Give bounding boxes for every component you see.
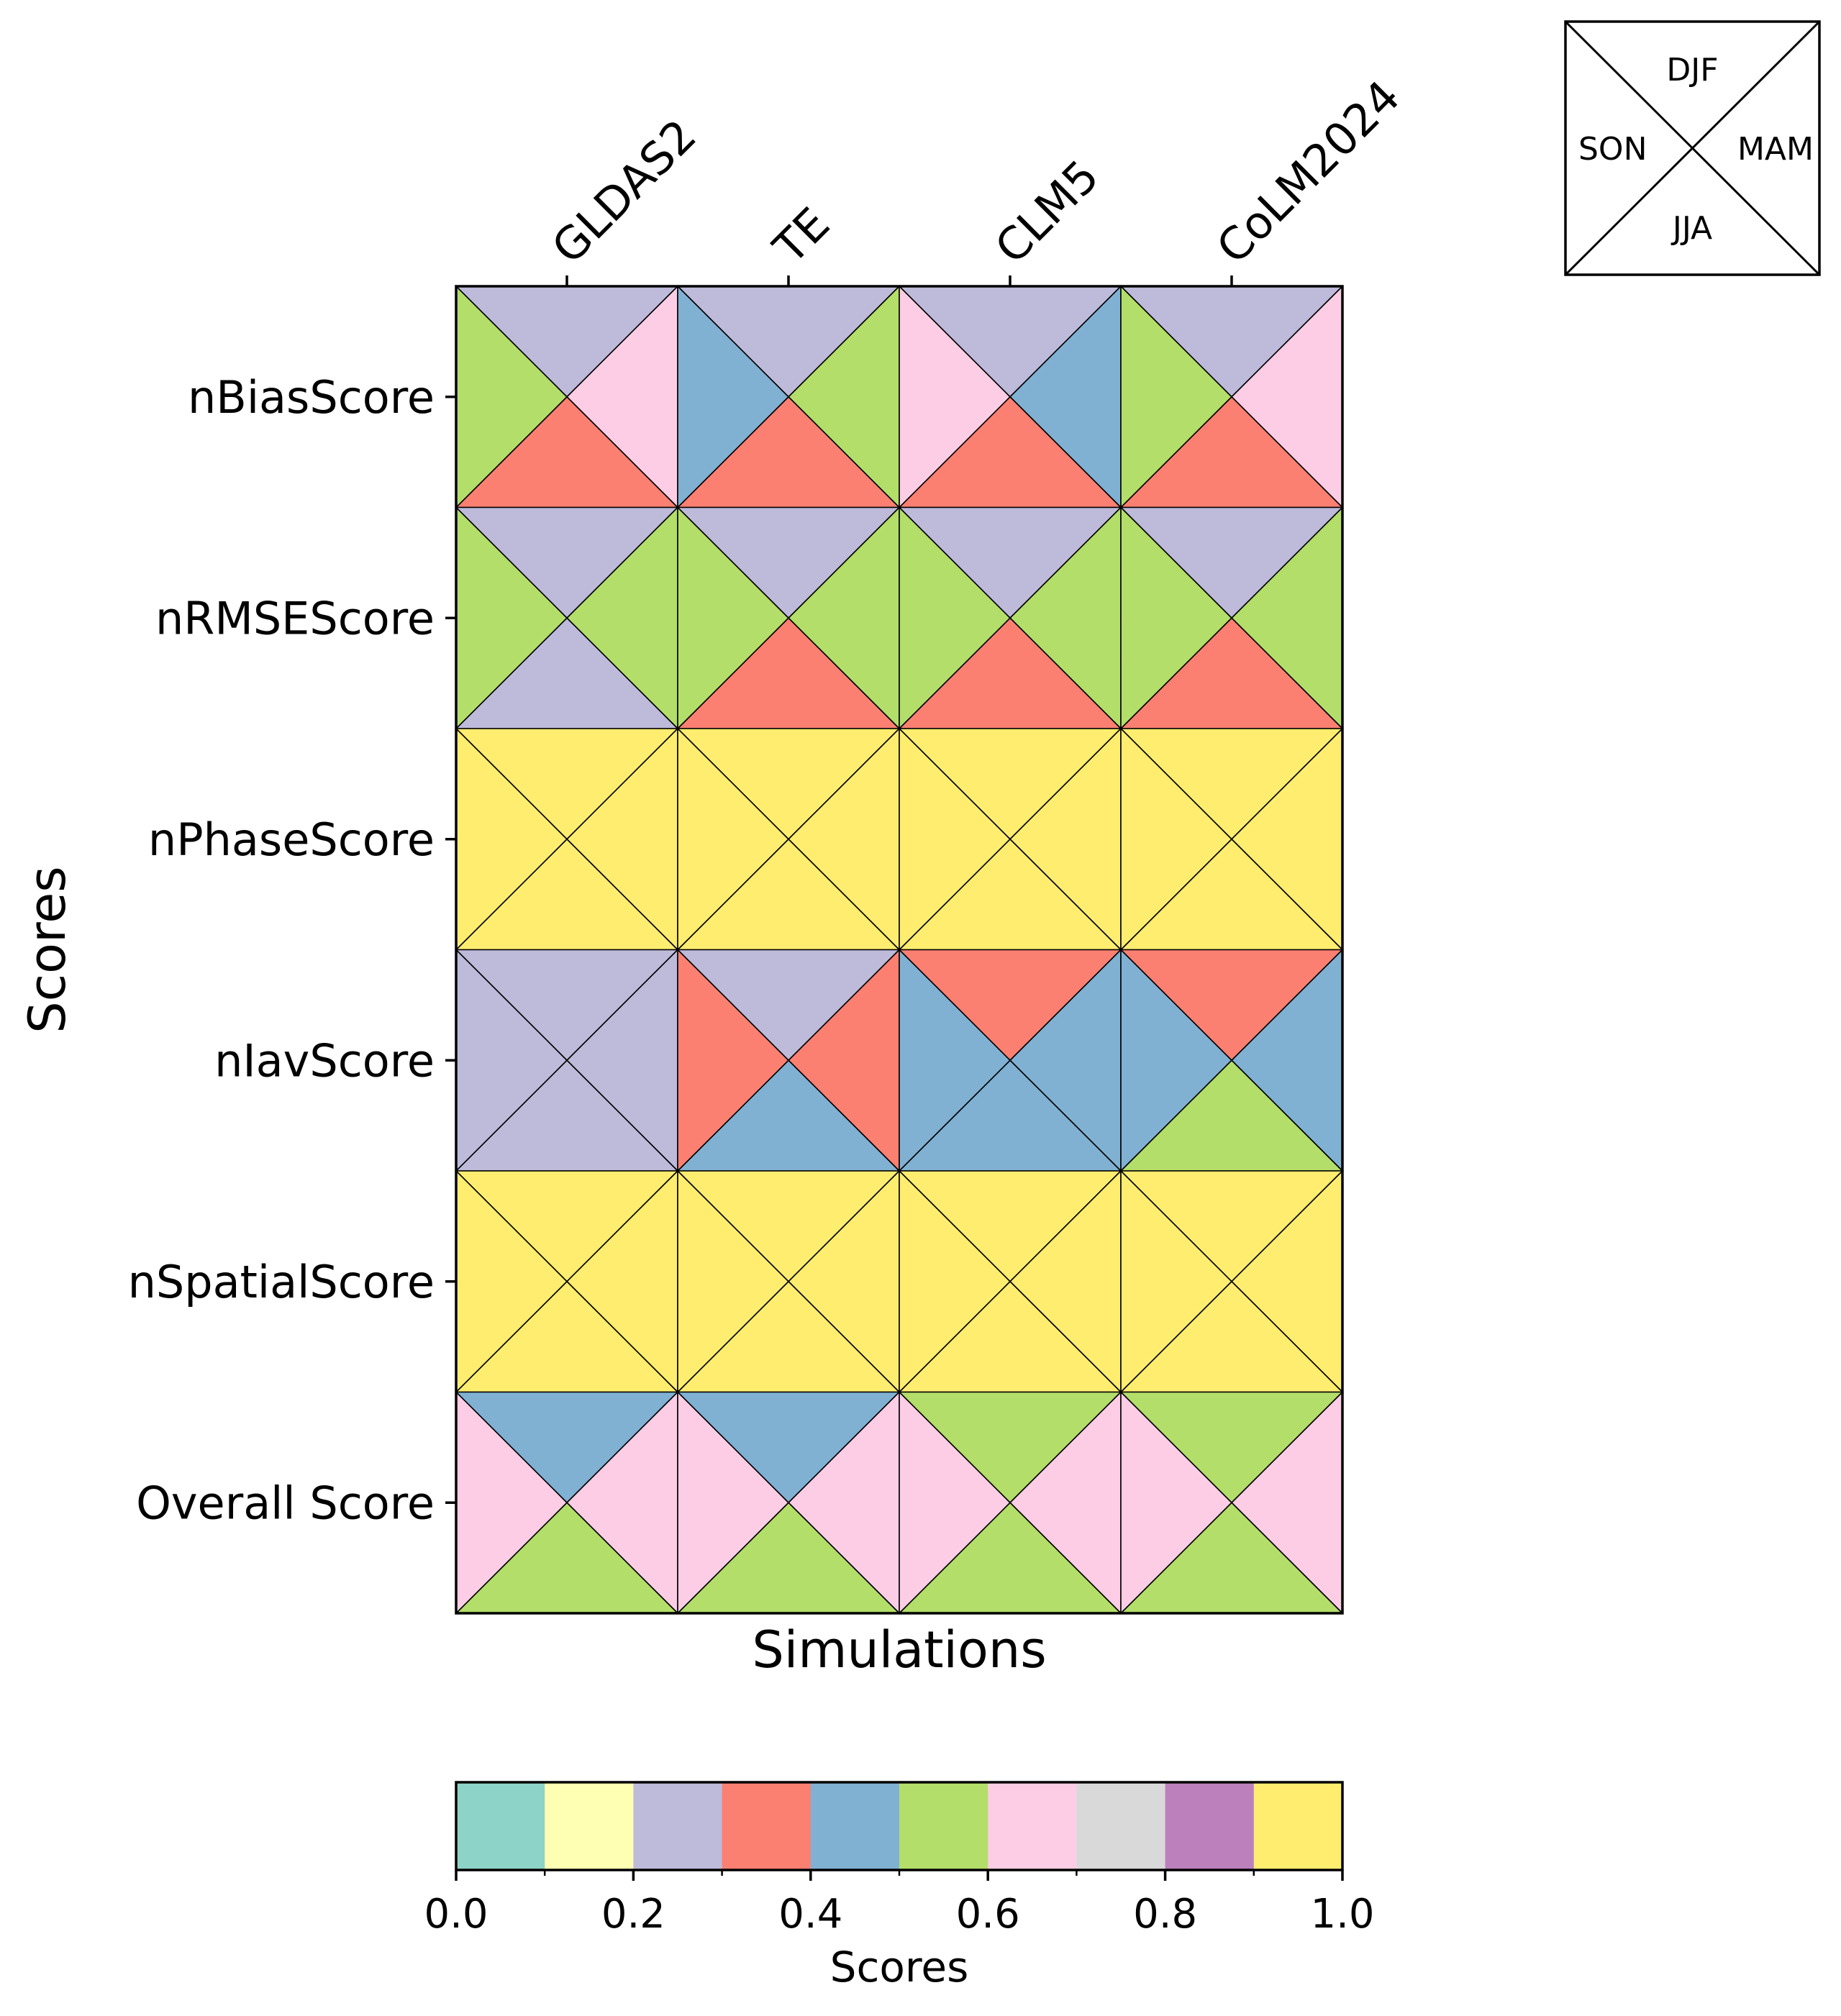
- legend-season-mam: MAM: [1737, 131, 1814, 168]
- triangle-son: [677, 1169, 790, 1394]
- x-tick-label: CLM5: [985, 150, 1109, 273]
- triangle-son: [677, 285, 790, 509]
- triangle-son: [899, 285, 1012, 509]
- cell-CoLM2024-Overall-Score: [1119, 1390, 1344, 1615]
- legend-diagonal: [1564, 20, 1821, 276]
- triangle-son: [899, 727, 1012, 952]
- colorbar-segment: [722, 1782, 812, 1870]
- cell-TE-nSpatialScore: [676, 1169, 901, 1394]
- triangle-son: [1120, 948, 1233, 1172]
- cell-CLM5-nPhaseScore: [898, 727, 1122, 952]
- y-tick-label: nPhaseScore: [148, 813, 435, 866]
- colorbar-tick-label: 0.4: [778, 1891, 842, 1938]
- x-axis-ticks: GLDAS2 TE CLM5 CoLM2024: [542, 70, 1410, 286]
- cell-CoLM2024-nPhaseScore: [1119, 727, 1344, 952]
- colorbar: 0.0 0.2 0.4 0.6 0.8 1.0: [424, 1781, 1375, 1938]
- y-axis-label: Scores: [18, 866, 77, 1034]
- legend-season-djf: DJF: [1666, 52, 1718, 88]
- colorbar-tick-label: 0.0: [424, 1891, 488, 1938]
- heatmap-cells: [455, 285, 1344, 1615]
- triangle-son: [677, 727, 790, 952]
- cell-CLM5-nIavScore: [898, 948, 1122, 1172]
- triangle-son: [1120, 285, 1233, 509]
- legend-season-jja: JJA: [1670, 210, 1712, 247]
- cell-TE-Overall-Score: [676, 1390, 901, 1615]
- triangle-son: [677, 506, 790, 730]
- colorbar-segment: [545, 1782, 634, 1870]
- y-tick-label: nBiasScore: [188, 371, 435, 424]
- colorbar-segment: [1076, 1782, 1166, 1870]
- colorbar-segment: [899, 1782, 988, 1870]
- colorbar-segment: [456, 1782, 545, 1870]
- x-tick-label: CoLM2024: [1206, 70, 1410, 274]
- cell-GLDAS2-Overall-Score: [455, 1390, 679, 1615]
- x-tick-label: TE: [763, 198, 840, 275]
- cell-CLM5-nBiasScore: [898, 285, 1122, 509]
- cell-CLM5-Overall-Score: [898, 1390, 1122, 1615]
- cell-CoLM2024-nIavScore: [1119, 948, 1344, 1172]
- cell-GLDAS2-nPhaseScore: [455, 727, 679, 952]
- cell-TE-nPhaseScore: [676, 727, 901, 952]
- triangle-son: [899, 506, 1012, 730]
- colorbar-segment: [988, 1782, 1077, 1870]
- y-axis-ticks: nBiasScore nRMSEScore nPhaseScore nIavScore…: [128, 371, 456, 1529]
- cell-TE-nBiasScore: [676, 285, 901, 509]
- y-tick-label: Overall Score: [136, 1477, 435, 1529]
- colorbar-tick-label: 1.0: [1310, 1891, 1374, 1938]
- colorbar-segment: [1253, 1782, 1343, 1870]
- triangle-son: [677, 948, 790, 1172]
- cell-GLDAS2-nIavScore: [455, 948, 679, 1172]
- colorbar-segment: [810, 1782, 900, 1870]
- triangle-son: [899, 1169, 1012, 1394]
- y-tick-label: nRMSEScore: [155, 592, 435, 644]
- triangle-son: [1120, 727, 1233, 952]
- colorbar-segment: [1165, 1782, 1255, 1870]
- colorbar-label: Scores: [830, 1943, 969, 1992]
- cell-CoLM2024-nSpatialScore: [1119, 1169, 1344, 1394]
- triangle-son: [677, 1390, 790, 1615]
- colorbar-tick-label: 0.2: [601, 1891, 665, 1938]
- cell-CLM5-nSpatialScore: [898, 1169, 1122, 1394]
- cell-GLDAS2-nBiasScore: [455, 285, 679, 509]
- cell-GLDAS2-nRMSEScore: [455, 506, 679, 730]
- x-axis-label: Simulations: [752, 1620, 1046, 1679]
- plot-frame: [455, 285, 1344, 1615]
- season-legend: DJF JJA SON MAM: [1564, 20, 1821, 276]
- legend-season-son: SON: [1578, 131, 1647, 168]
- y-tick-label: nSpatialScore: [128, 1256, 435, 1308]
- cell-TE-nIavScore: [676, 948, 901, 1172]
- cell-CLM5-nRMSEScore: [898, 506, 1122, 730]
- cell-CoLM2024-nBiasScore: [1119, 285, 1344, 509]
- colorbar-tick-label: 0.8: [1133, 1891, 1197, 1938]
- triangle-son: [899, 948, 1012, 1172]
- triangle-son: [1120, 1169, 1233, 1394]
- cell-GLDAS2-nSpatialScore: [455, 1169, 679, 1394]
- triangle-son: [1120, 506, 1233, 730]
- y-tick-label: nIavScore: [214, 1034, 435, 1087]
- x-tick-label: GLDAS2: [542, 109, 706, 274]
- cell-TE-nRMSEScore: [676, 506, 901, 730]
- colorbar-tick-label: 0.6: [956, 1891, 1020, 1938]
- triangle-son: [1120, 1390, 1233, 1615]
- colorbar-segment: [633, 1782, 723, 1870]
- triangle-son: [899, 1390, 1012, 1615]
- cell-CoLM2024-nRMSEScore: [1119, 506, 1344, 730]
